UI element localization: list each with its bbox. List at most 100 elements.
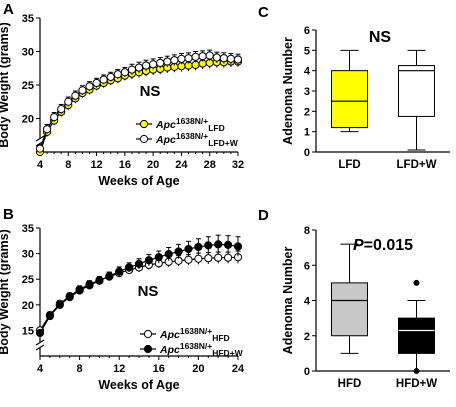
y-tick-label: 30 <box>22 47 34 59</box>
x-tick-label: 24 <box>232 363 245 375</box>
data-point <box>233 55 243 64</box>
data-point <box>95 276 104 285</box>
legend-entry: Apc1638N/+HFD+W <box>159 341 244 358</box>
y-tick-label: 25 <box>22 80 34 92</box>
y-tick-label: 1 <box>304 127 310 139</box>
data-point <box>198 52 207 61</box>
x-tick-label: 12 <box>90 159 102 171</box>
x-tick-label: 8 <box>77 363 83 375</box>
panel-a-chart: 20 25 30 35 4 8 12 16 20 24 28 32 Weeks of Age Body W… <box>0 13 244 188</box>
data-point <box>45 311 55 321</box>
data-point <box>65 293 74 302</box>
y-tick-label: 0 <box>304 147 310 159</box>
y-tick-label: 5 <box>304 45 310 57</box>
data-point <box>194 242 203 252</box>
data-point <box>92 78 101 88</box>
x-tick-label: 16 <box>153 363 165 375</box>
data-point <box>105 272 114 281</box>
y-tick-label: 2 <box>304 106 310 118</box>
data-point <box>177 54 186 63</box>
data-point <box>149 60 158 69</box>
data-point <box>141 61 151 70</box>
annotation-ns: NS <box>369 29 392 46</box>
data-point <box>194 254 203 263</box>
y-axis-label: Body Weight (grams) <box>0 229 11 354</box>
data-point <box>57 105 66 114</box>
panel-b-chart: 15 20 25 30 35 4 8 12 16 20 24 Weeks of Age Body Wei… <box>0 223 245 392</box>
data-point <box>125 263 134 272</box>
data-point <box>226 54 236 63</box>
legend-marker <box>143 329 153 339</box>
data-point <box>134 259 144 268</box>
data-point <box>233 242 243 251</box>
x-tick-label: 8 <box>65 159 71 171</box>
y-tick-label: 25 <box>22 274 34 286</box>
data-point <box>55 300 64 309</box>
data-point <box>144 256 153 265</box>
legend-marker <box>139 119 149 129</box>
data-point <box>99 75 108 84</box>
data-point <box>204 241 213 250</box>
y-tick-label: 6 <box>304 260 310 272</box>
x-axis-label: Weeks of Age <box>98 378 179 392</box>
y-tick-label: 6 <box>304 25 310 37</box>
data-point <box>134 63 144 72</box>
y-axis-label: Adenoma Number <box>281 37 295 145</box>
data-point <box>170 56 179 65</box>
panel-b-letter: B <box>3 206 14 223</box>
x-tick-label: 20 <box>192 363 204 375</box>
data-point <box>50 113 59 122</box>
panel-c-chart: 0 1 2 3 4 5 6 Adenoma Number LFD LFD+W NS <box>281 25 450 171</box>
data-point <box>164 250 173 259</box>
legend-marker <box>143 344 153 354</box>
x-tick-label: 4 <box>37 363 44 375</box>
data-point <box>156 58 165 67</box>
x-tick-label: 28 <box>204 159 216 171</box>
category-label: HFD+W <box>396 378 437 390</box>
legend-entry: Apc1638N/+LFD <box>155 116 225 133</box>
x-tick-label: 16 <box>119 159 131 171</box>
y-tick-label: 3 <box>304 86 310 98</box>
data-point <box>120 68 129 77</box>
data-point <box>205 51 214 60</box>
data-point <box>127 65 137 74</box>
panel-d-chart: 0 2 4 6 8 Adenoma Number HFD HFD+W P=0.015 <box>281 225 450 390</box>
y-tick-label: 15 <box>22 325 34 337</box>
data-point <box>113 70 122 79</box>
y-axis-label: Body Weight (grams) <box>0 22 11 147</box>
data-point <box>64 97 73 106</box>
panel-d-letter: D <box>258 207 269 224</box>
data-point <box>115 267 124 276</box>
data-point <box>85 281 94 290</box>
box <box>398 317 435 354</box>
data-point <box>191 52 200 61</box>
data-point <box>214 253 223 262</box>
axis-break-mark <box>35 344 45 351</box>
y-tick-label: 4 <box>304 296 311 308</box>
data-point <box>214 240 223 249</box>
data-point <box>154 253 163 262</box>
data-point <box>35 144 45 153</box>
category-label: HFD <box>338 378 362 390</box>
y-tick-label: 30 <box>22 249 34 261</box>
category-label: LFD+W <box>397 159 437 171</box>
data-point <box>75 286 84 295</box>
outlier <box>413 368 420 374</box>
data-point <box>224 253 233 262</box>
data-point <box>174 247 183 256</box>
data-point <box>71 91 80 100</box>
annotation-p-value: P=0.015 <box>353 237 413 254</box>
y-tick-label: 35 <box>22 13 34 25</box>
data-point <box>204 254 213 263</box>
legend-marker <box>139 134 149 144</box>
box <box>331 70 368 129</box>
annotation-ns: NS <box>138 283 159 300</box>
y-axis-label: Adenoma Number <box>281 247 295 355</box>
y-tick-label: 2 <box>304 331 310 343</box>
category-label: LFD <box>338 159 360 171</box>
panel-c-letter: C <box>258 4 269 21</box>
annotation-ns: NS <box>140 83 161 100</box>
data-point <box>184 54 193 63</box>
data-point <box>184 244 193 254</box>
